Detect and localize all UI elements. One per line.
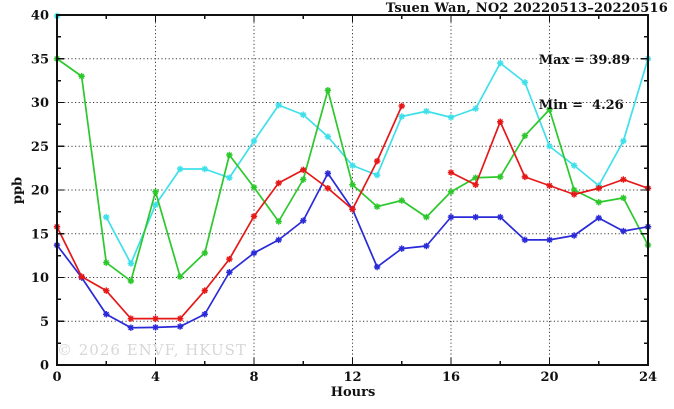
grid-lines	[57, 15, 648, 365]
svg-text:15: 15	[31, 227, 49, 242]
svg-text:0: 0	[52, 370, 61, 385]
svg-text:30: 30	[31, 96, 49, 111]
x-tick-labels: 0 4 8 12 16 20 24	[52, 370, 657, 385]
svg-text:20: 20	[540, 370, 558, 385]
y-axis-label: ppb	[10, 176, 26, 205]
chart-title: Tsuen Wan, NO2 20220513–20220516	[385, 1, 668, 16]
svg-text:12: 12	[343, 370, 361, 385]
svg-text:5: 5	[40, 315, 49, 330]
svg-text:10: 10	[31, 271, 49, 286]
svg-text:8: 8	[249, 370, 258, 385]
max-value-label: Max = 39.89	[538, 53, 630, 68]
y-tick-labels: 0 5 10 15 20 25 30 35 40	[31, 9, 49, 374]
series-green	[53, 55, 652, 285]
watermark: © 2026 ENVF, HKUST	[57, 341, 247, 359]
plot-frame	[56, 14, 649, 366]
svg-text:0: 0	[40, 359, 49, 374]
svg-text:4: 4	[151, 370, 160, 385]
svg-text:16: 16	[442, 370, 460, 385]
x-axis-label: Hours	[330, 385, 376, 400]
svg-text:35: 35	[31, 52, 49, 67]
svg-text:24: 24	[639, 370, 657, 385]
series-red	[53, 102, 652, 322]
min-value-label: Min = 4.26	[538, 98, 624, 113]
svg-text:40: 40	[31, 9, 49, 24]
stats-box: Max = 39.89 Min = 4.26	[539, 23, 630, 143]
series-blue-line	[56, 172, 649, 329]
svg-text:25: 25	[31, 140, 49, 155]
svg-text:20: 20	[31, 184, 49, 199]
